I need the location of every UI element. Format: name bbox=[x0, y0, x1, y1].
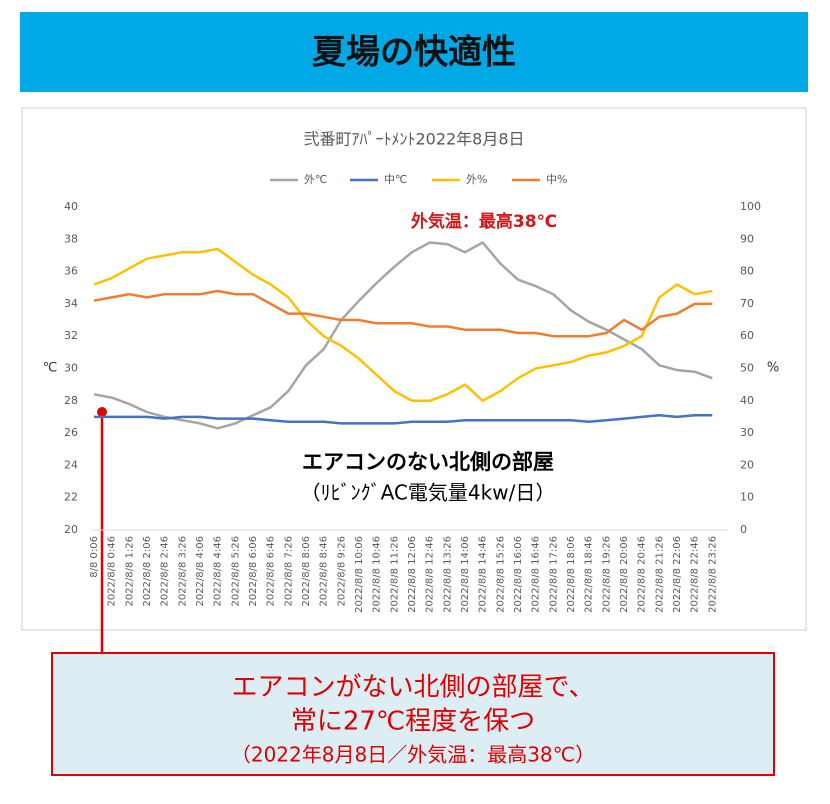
y-tick-label: 24 bbox=[64, 458, 78, 471]
x-tick-label: 2022/8/8 7:26 bbox=[283, 536, 294, 607]
y-axis-label: ℃ bbox=[43, 361, 58, 376]
chart-title: 弐番町ｱﾊﾟｰﾄﾒﾝﾄ2022年8月8日 bbox=[303, 130, 524, 149]
y2-tick-label: 70 bbox=[740, 297, 754, 310]
y2-tick-label: 20 bbox=[740, 458, 754, 471]
x-tick-label: 2022/8/8 18:46 bbox=[584, 536, 595, 613]
x-tick-label: 2022/8/8 23:26 bbox=[707, 536, 718, 613]
legend-label: 中% bbox=[546, 173, 567, 186]
header-title: 夏場の快適性 bbox=[312, 33, 516, 73]
x-tick-label: 2022/8/8 1:26 bbox=[124, 536, 135, 607]
y-tick-label: 36 bbox=[64, 265, 78, 278]
x-tick-label: 2022/8/8 8:46 bbox=[319, 536, 330, 607]
y-tick-label: 32 bbox=[64, 329, 78, 342]
x-tick-label: 2022/8/8 11:26 bbox=[389, 536, 400, 613]
x-tick-label: 2022/8/8 2:06 bbox=[142, 536, 153, 607]
x-tick-label: 2022/8/8 10:06 bbox=[354, 536, 365, 613]
y-tick-label: 22 bbox=[64, 491, 78, 504]
series-line bbox=[93, 289, 713, 338]
x-tick-label: 2022/8/8 6:06 bbox=[248, 536, 259, 607]
y2-tick-label: 100 bbox=[740, 200, 761, 213]
x-tick-label: 8/8 0:06 bbox=[89, 536, 100, 578]
x-tick-label: 2022/8/8 13:26 bbox=[442, 536, 453, 613]
x-tick-label: 2022/8/8 20:46 bbox=[637, 536, 648, 613]
x-tick-label: 2022/8/8 10:46 bbox=[372, 536, 383, 613]
x-tick-label: 2022/8/8 9:26 bbox=[336, 536, 347, 607]
y-tick-label: 40 bbox=[64, 200, 78, 213]
callout-box bbox=[51, 652, 775, 776]
x-tick-label: 2022/8/8 5:26 bbox=[230, 536, 241, 607]
y2-tick-label: 60 bbox=[740, 329, 754, 342]
y2-tick-label: 80 bbox=[740, 265, 754, 278]
y2-tick-label: 0 bbox=[740, 523, 747, 536]
x-tick-label: 2022/8/8 4:46 bbox=[213, 536, 224, 607]
y-tick-label: 34 bbox=[64, 297, 78, 310]
y2-tick-label: 30 bbox=[740, 426, 754, 439]
x-tick-label: 2022/8/8 21:26 bbox=[654, 536, 665, 613]
x-tick-label: 2022/8/8 6:46 bbox=[266, 536, 277, 607]
callout-text: 常に27℃程度を保つ bbox=[291, 707, 535, 737]
y2-tick-label: 10 bbox=[740, 491, 754, 504]
callout-text: エアコンがない北側の部屋で、 bbox=[232, 673, 595, 703]
legend-label: 外℃ bbox=[304, 173, 327, 186]
x-tick-label: 2022/8/8 12:46 bbox=[425, 536, 436, 613]
x-tick-label: 2022/8/8 17:26 bbox=[548, 536, 559, 613]
x-tick-label: 2022/8/8 15:26 bbox=[495, 536, 506, 613]
x-tick-label: 2022/8/8 3:26 bbox=[177, 536, 188, 607]
header-bar bbox=[20, 12, 808, 92]
x-tick-label: 2022/8/8 16:06 bbox=[513, 536, 524, 613]
x-tick-label: 2022/8/8 4:06 bbox=[195, 536, 206, 607]
x-tick-label: 2022/8/8 14:46 bbox=[478, 536, 489, 613]
x-tick-label: 2022/8/8 2:46 bbox=[160, 536, 171, 607]
legend-label: 外% bbox=[466, 173, 487, 186]
callout-text: （2022年8月8日／外気温：最高38℃） bbox=[231, 743, 595, 767]
annotation: （ﾘﾋﾞﾝｸﾞAC電気量4kw/日） bbox=[301, 481, 556, 505]
x-tick-label: 2022/8/8 12:06 bbox=[407, 536, 418, 613]
y-tick-label: 28 bbox=[64, 394, 78, 407]
x-tick-label: 2022/8/8 18:06 bbox=[566, 536, 577, 613]
x-tick-label: 2022/8/8 20:06 bbox=[619, 536, 630, 613]
annotation: 外気温：最高38℃ bbox=[411, 211, 557, 232]
series-line bbox=[94, 414, 713, 425]
x-tick-label: 2022/8/8 22:06 bbox=[672, 536, 683, 613]
y-tick-label: 30 bbox=[64, 362, 78, 375]
x-tick-label: 2022/8/8 19:26 bbox=[601, 536, 612, 613]
series-line bbox=[93, 247, 713, 403]
x-tick-label: 2022/8/8 0:46 bbox=[107, 536, 118, 607]
y-tick-label: 26 bbox=[64, 426, 78, 439]
y-tick-label: 38 bbox=[64, 232, 78, 245]
x-tick-label: 2022/8/8 22:46 bbox=[690, 536, 701, 613]
y2-tick-label: 90 bbox=[740, 232, 754, 245]
legend-label: 中℃ bbox=[384, 173, 407, 186]
annotation: エアコンのない北側の部屋 bbox=[302, 450, 554, 474]
y2-axis-label: % bbox=[767, 361, 779, 376]
x-tick-label: 2022/8/8 16:46 bbox=[531, 536, 542, 613]
x-tick-label: 2022/8/8 8:06 bbox=[301, 536, 312, 607]
y2-tick-label: 50 bbox=[740, 362, 754, 375]
y-tick-label: 20 bbox=[64, 523, 78, 536]
pointer-dot bbox=[97, 407, 107, 417]
y2-tick-label: 40 bbox=[740, 394, 754, 407]
x-tick-label: 2022/8/8 14:06 bbox=[460, 536, 471, 613]
